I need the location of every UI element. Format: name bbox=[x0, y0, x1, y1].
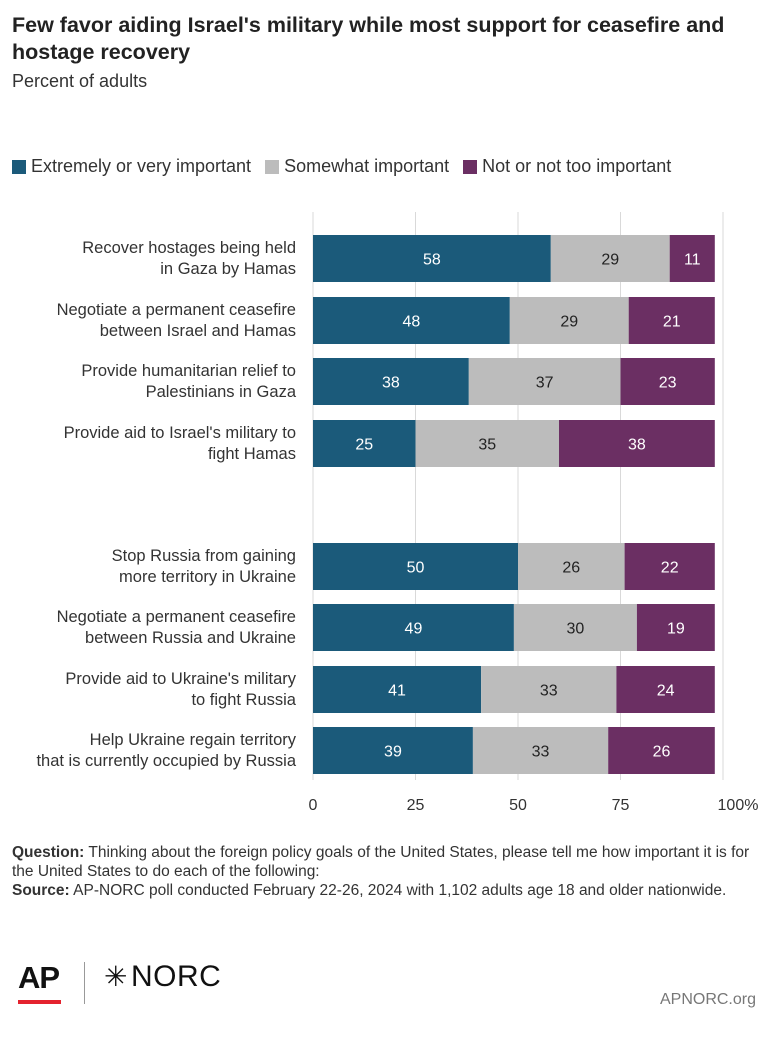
data-label: 39 bbox=[384, 744, 402, 761]
data-label: 37 bbox=[536, 375, 554, 392]
data-label: 25 bbox=[355, 437, 373, 454]
bar-segment bbox=[313, 358, 469, 405]
bar-segment bbox=[559, 420, 715, 467]
x-tick-label: 25 bbox=[407, 797, 425, 814]
data-label: 48 bbox=[403, 314, 421, 331]
data-label: 49 bbox=[405, 621, 423, 638]
bar-segment bbox=[616, 666, 715, 713]
question-note: Question: Thinking about the foreign pol… bbox=[12, 843, 752, 881]
data-label: 33 bbox=[532, 744, 550, 761]
x-tick-label: 50 bbox=[509, 797, 527, 814]
question-text: Thinking about the foreign policy goals … bbox=[12, 844, 750, 880]
bar-segment bbox=[313, 420, 416, 467]
data-label: 26 bbox=[653, 744, 671, 761]
legend-item-not: Not or not too important bbox=[463, 156, 671, 177]
category-label: between Israel and Hamas bbox=[100, 322, 296, 340]
category-label: Negotiate a permanent ceasefire bbox=[57, 608, 296, 626]
bar-segment bbox=[550, 235, 670, 282]
bar-segment bbox=[481, 666, 617, 713]
data-label: 29 bbox=[560, 314, 578, 331]
bar-segment bbox=[608, 727, 715, 774]
category-label: fight Hamas bbox=[208, 445, 296, 463]
category-label: between Russia and Ukraine bbox=[85, 629, 296, 647]
stacked-bar-chart: 58 29 11 Recover hostages being held in Gaza… bbox=[36, 212, 759, 814]
category-label: that is currently occupied by Russia bbox=[36, 752, 296, 770]
category-label: Provide humanitarian relief to bbox=[81, 362, 296, 380]
logo-divider bbox=[84, 962, 85, 1004]
bar-segment bbox=[313, 235, 551, 282]
bar-segment bbox=[624, 543, 715, 590]
category-label: Provide aid to Israel's military to bbox=[64, 424, 296, 442]
data-label: 58 bbox=[423, 252, 441, 269]
source-label: Source: bbox=[12, 882, 70, 899]
source-text: AP-NORC poll conducted February 22-26, 2… bbox=[69, 882, 727, 899]
data-label: 30 bbox=[567, 621, 585, 638]
bar-segment bbox=[620, 358, 715, 405]
category-label: Stop Russia from gaining bbox=[112, 547, 296, 565]
data-label: 21 bbox=[663, 314, 681, 331]
bar-segment bbox=[518, 543, 625, 590]
site-url: APNORC.org bbox=[659, 991, 756, 1008]
data-label: 23 bbox=[659, 375, 677, 392]
data-label: 33 bbox=[540, 683, 558, 700]
data-label: 24 bbox=[657, 683, 675, 700]
legend-swatch-very bbox=[12, 159, 26, 174]
bar-segment bbox=[313, 543, 518, 590]
ap-logo: AP bbox=[18, 960, 60, 995]
norc-logo-text: NORC bbox=[130, 960, 222, 993]
data-label: 41 bbox=[388, 683, 406, 700]
question-label: Question: bbox=[12, 844, 85, 861]
legend-item-very: Extremely or very important bbox=[12, 156, 251, 177]
category-label: more territory in Ukraine bbox=[119, 568, 296, 586]
data-label: 29 bbox=[601, 252, 619, 269]
category-label: Palestinians in Gaza bbox=[146, 383, 297, 401]
data-label: 19 bbox=[667, 621, 685, 638]
bar-segment bbox=[636, 604, 715, 651]
norc-logo: ✳ NORC bbox=[104, 960, 221, 994]
category-label: Negotiate a permanent ceasefire bbox=[57, 301, 296, 319]
x-tick-label: 75 bbox=[612, 797, 630, 814]
legend: Extremely or very important Somewhat imp… bbox=[12, 156, 762, 177]
category-label: to fight Russia bbox=[191, 691, 296, 709]
chart-subtitle: Percent of adults bbox=[12, 71, 148, 91]
data-label: 26 bbox=[562, 560, 580, 577]
bar-segment bbox=[669, 235, 715, 282]
category-label: Help Ukraine regain territory bbox=[90, 731, 297, 749]
x-tick-label: 0 bbox=[309, 797, 318, 814]
category-label: Provide aid to Ukraine's military bbox=[65, 670, 296, 688]
data-label: 22 bbox=[661, 560, 679, 577]
chart-notes: Question: Thinking about the foreign pol… bbox=[12, 843, 752, 900]
bar-segment bbox=[313, 666, 482, 713]
chart-title: Few favor aiding Israel's military while… bbox=[12, 13, 725, 64]
data-label: 38 bbox=[382, 375, 400, 392]
bar-segment bbox=[628, 297, 715, 344]
bar-segment bbox=[509, 297, 629, 344]
legend-label-somewhat: Somewhat important bbox=[284, 156, 450, 176]
bar-segment bbox=[313, 604, 514, 651]
data-label: 50 bbox=[407, 560, 425, 577]
data-label: 35 bbox=[478, 437, 496, 454]
legend-label-not: Not or not too important bbox=[482, 156, 672, 176]
bar-segment bbox=[313, 727, 473, 774]
legend-item-somewhat: Somewhat important bbox=[265, 156, 449, 177]
legend-swatch-somewhat bbox=[265, 159, 280, 174]
category-label: Recover hostages being held bbox=[82, 239, 296, 257]
bar-segment bbox=[513, 604, 637, 651]
bar-segment bbox=[472, 727, 609, 774]
legend-swatch-not bbox=[463, 159, 478, 174]
bar-segment bbox=[313, 297, 510, 344]
legend-label-very: Extremely or very important bbox=[31, 156, 252, 176]
bar-segment bbox=[415, 420, 559, 467]
bar-segment bbox=[468, 358, 621, 405]
norc-star-icon: ✳ bbox=[104, 961, 128, 992]
data-label: 11 bbox=[684, 252, 701, 269]
data-label: 38 bbox=[628, 437, 646, 454]
category-label: in Gaza by Hamas bbox=[160, 260, 296, 278]
ap-logo-underline bbox=[18, 1000, 61, 1004]
x-tick-label: 100% bbox=[718, 797, 759, 814]
source-note: Source: AP-NORC poll conducted February … bbox=[12, 881, 752, 900]
